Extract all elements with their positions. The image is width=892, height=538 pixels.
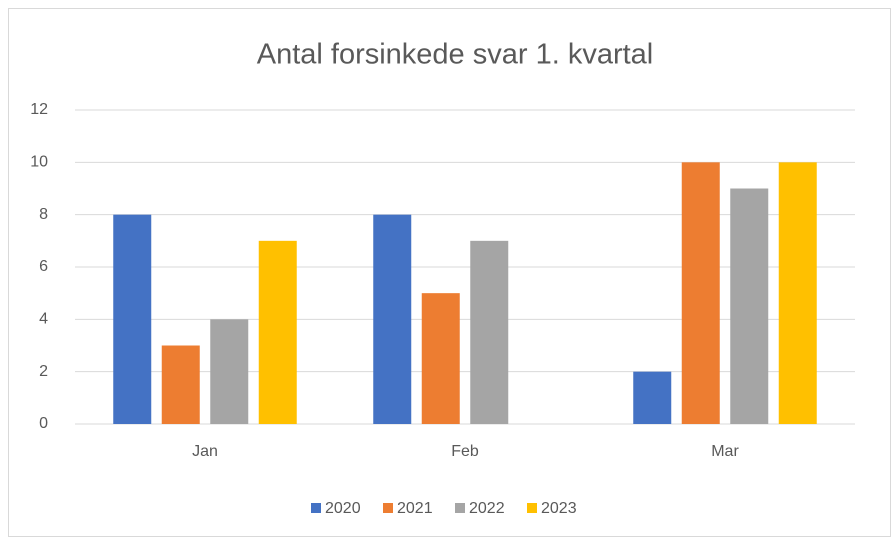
bar xyxy=(373,214,412,424)
x-tick-label: Feb xyxy=(451,443,479,460)
legend-swatch xyxy=(311,503,321,513)
bar xyxy=(113,214,152,424)
bar xyxy=(258,240,297,424)
bar xyxy=(633,371,672,424)
legend-label: 2021 xyxy=(397,500,433,517)
bar xyxy=(470,240,509,424)
legend-label: 2022 xyxy=(469,500,505,517)
legend-label: 2023 xyxy=(541,500,577,517)
legend-swatch xyxy=(383,503,393,513)
y-tick-label: 2 xyxy=(39,363,48,380)
y-tick-label: 4 xyxy=(39,311,48,328)
y-tick-label: 0 xyxy=(39,415,48,432)
bar xyxy=(421,293,460,424)
y-tick-label: 6 xyxy=(39,258,48,275)
y-tick-label: 10 xyxy=(30,154,48,171)
bar xyxy=(210,319,249,424)
bar xyxy=(161,345,200,424)
x-tick-label: Mar xyxy=(711,443,739,460)
x-tick-label: Jan xyxy=(192,443,218,460)
legend-swatch xyxy=(527,503,537,513)
bar xyxy=(730,188,769,424)
legend-label: 2020 xyxy=(325,500,361,517)
y-tick-label: 8 xyxy=(39,206,48,223)
y-tick-label: 12 xyxy=(30,101,48,118)
legend-swatch xyxy=(455,503,465,513)
bar xyxy=(681,162,720,425)
chart-title: Antal forsinkede svar 1. kvartal xyxy=(257,39,654,71)
bar xyxy=(778,162,817,425)
